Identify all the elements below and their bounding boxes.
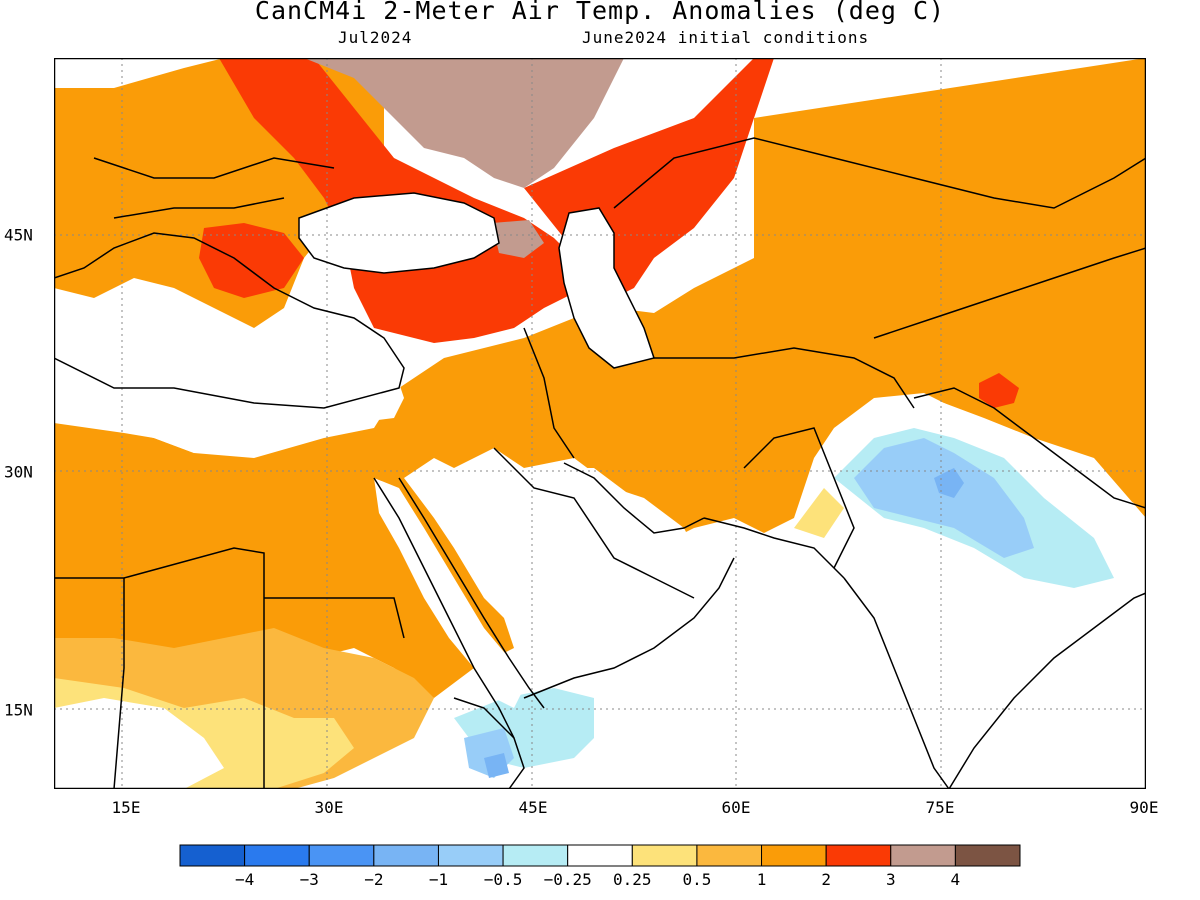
coast-black-sea bbox=[298, 192, 500, 274]
x-tick-30e: 30E bbox=[314, 798, 344, 817]
colorbar-label: 2 bbox=[821, 870, 831, 889]
x-tick-75e: 75E bbox=[925, 798, 955, 817]
anomaly-region-2to3-himalaya bbox=[979, 373, 1019, 408]
colorbar-swatch bbox=[631, 844, 698, 867]
anomaly-region-2to3-balkans bbox=[199, 223, 304, 298]
colorbar-swatch bbox=[954, 844, 1021, 867]
border-china bbox=[873, 247, 1146, 339]
colorbar-swatch bbox=[761, 844, 827, 867]
x-tick-90e: 90E bbox=[1129, 798, 1159, 817]
anomaly-region-neutral-africa bbox=[54, 698, 224, 789]
subtitle-initial-conditions: June2024 initial conditions bbox=[582, 28, 870, 47]
y-tick-15n: 15N bbox=[4, 700, 33, 720]
sea-mediterranean bbox=[54, 288, 404, 453]
colorbar-label: −3 bbox=[299, 870, 319, 889]
coastlines bbox=[54, 137, 1146, 789]
grid-lines bbox=[54, 58, 1146, 789]
colorbar-swatch bbox=[179, 844, 246, 867]
colorbar-label: 1 bbox=[756, 870, 767, 889]
x-tick-15e: 15E bbox=[111, 798, 141, 817]
border-africa-2 bbox=[264, 597, 405, 639]
colorbar-label: 0.25 bbox=[613, 870, 652, 889]
colorbar-swatch bbox=[502, 844, 569, 867]
coast-arabia-south bbox=[523, 557, 735, 699]
coast-red-sea-west bbox=[373, 477, 515, 739]
coast-mediterranean bbox=[54, 232, 405, 409]
border-kazakhstan bbox=[613, 137, 1146, 209]
coast-persian-gulf bbox=[563, 462, 705, 534]
coast-iran bbox=[703, 517, 845, 579]
map-title: CanCM4i 2-Meter Air Temp. Anomalies (deg… bbox=[254, 0, 946, 25]
sea-caspian bbox=[559, 208, 654, 368]
colorbar-swatch bbox=[244, 844, 310, 867]
colorbar-label: 0.5 bbox=[682, 870, 712, 889]
map-border bbox=[54, 58, 1146, 789]
coast-red-sea-east bbox=[398, 477, 545, 709]
anomaly-region-3to4-small bbox=[492, 220, 544, 258]
sea-red bbox=[374, 478, 524, 708]
colorbar-label: −4 bbox=[234, 870, 255, 889]
border-europe-1 bbox=[93, 157, 335, 179]
sea-black bbox=[299, 193, 499, 273]
sea-arabian bbox=[614, 518, 914, 789]
colorbar-swatch bbox=[696, 844, 763, 867]
colorbar-label: −0.25 bbox=[543, 870, 592, 889]
border-europe-2 bbox=[113, 197, 285, 219]
colorbar-swatch bbox=[373, 844, 439, 867]
colorbar-swatch bbox=[890, 844, 956, 867]
colorbar-label: −1 bbox=[428, 870, 449, 889]
anomaly-region-neg1-horn bbox=[484, 753, 509, 778]
colorbar-swatch bbox=[437, 844, 504, 867]
coast-india-west bbox=[843, 577, 950, 789]
colorbar-label: 3 bbox=[885, 870, 896, 889]
colorbar-label: −2 bbox=[364, 870, 384, 889]
subtitle-month: Jul2024 bbox=[338, 28, 413, 47]
x-tick-45e: 45E bbox=[518, 798, 548, 817]
anomaly-region-0p25to0p5-west-india bbox=[794, 488, 844, 538]
colorbar-swatch bbox=[567, 844, 633, 867]
anomaly-region-neg0p5-india bbox=[854, 438, 1034, 558]
border-himalaya bbox=[913, 387, 1146, 509]
coast-india-east bbox=[948, 592, 1146, 789]
y-tick-45n: 45N bbox=[4, 225, 33, 245]
border-pakistan bbox=[743, 427, 855, 569]
map-panel bbox=[54, 58, 1146, 789]
colorbar-swatch bbox=[308, 844, 375, 867]
border-africa-1 bbox=[54, 547, 265, 789]
border-afghanistan bbox=[654, 347, 915, 409]
colorbar-swatch bbox=[825, 844, 892, 867]
border-africa-3 bbox=[113, 578, 125, 789]
anomaly-region-3to4 bbox=[304, 58, 624, 188]
x-tick-60e: 60E bbox=[721, 798, 751, 817]
colorbar-label: −0.5 bbox=[483, 870, 523, 889]
border-iran-iraq bbox=[523, 327, 575, 459]
colorbar-label: 4 bbox=[950, 870, 961, 889]
y-tick-30n: 30N bbox=[4, 462, 33, 482]
border-arabia bbox=[493, 447, 695, 599]
coast-horn bbox=[453, 697, 525, 789]
